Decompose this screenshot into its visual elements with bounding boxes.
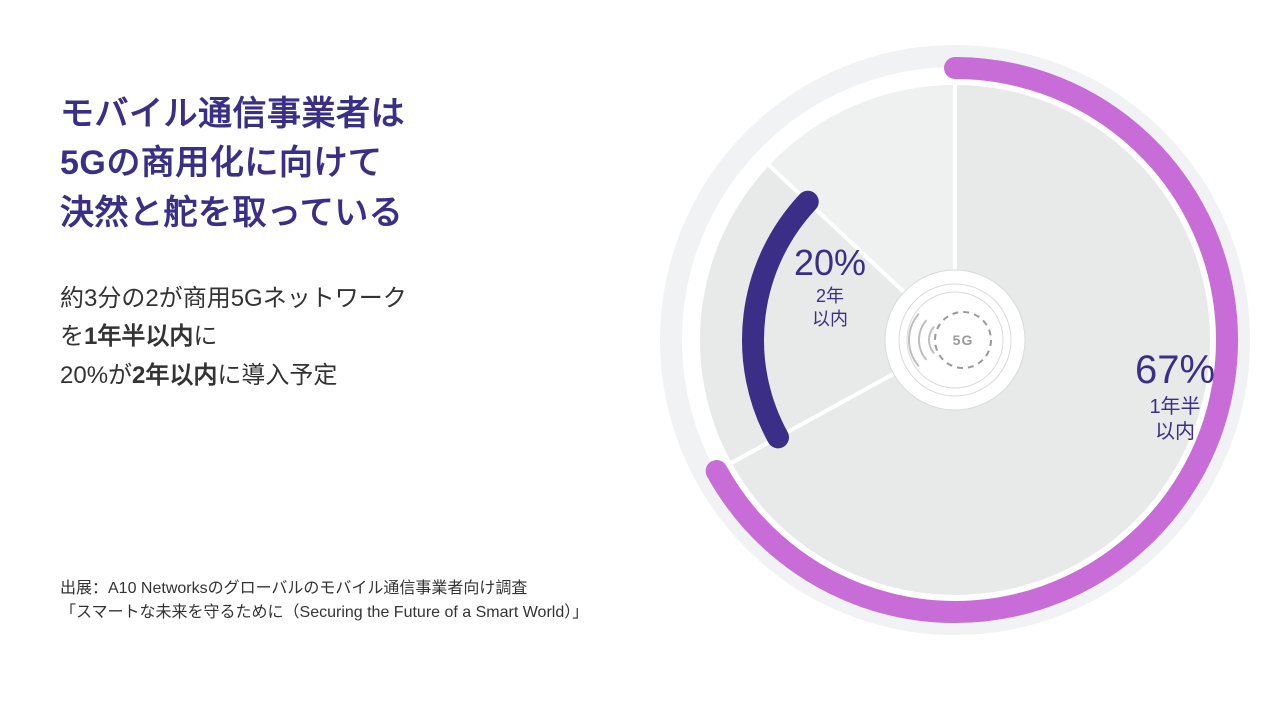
donut-chart: 5G 67% 1年半 以内 20% 2年 以内 — [660, 45, 1250, 635]
body-part-3: に導入予定 — [217, 362, 337, 389]
segment-label-primary: 67% 1年半 以内 — [1115, 345, 1235, 445]
body-bold-2: 2年以内 — [132, 362, 217, 389]
source-line-2: 「スマートな未来を守るために（Securing the Future of a … — [60, 604, 588, 621]
heading-line-2: 5Gの商用化に向けて — [60, 144, 382, 182]
donut-chart-svg: 5G — [660, 45, 1250, 635]
heading-line-3: 決然と舵を取っている — [60, 194, 403, 232]
segment-secondary-caption-1: 2年 — [775, 285, 885, 308]
heading: モバイル通信事業者は 5Gの商用化に向けて 決然と舵を取っている — [60, 90, 405, 238]
body-text: 約3分の2が商用5Gネットワークを1年半以内に20%が2年以内に導入予定 — [60, 280, 407, 395]
heading-line-1: モバイル通信事業者は — [60, 95, 405, 133]
center-5g-label: 5G — [953, 332, 974, 348]
source-citation: 出展：A10 Networksのグローバルのモバイル通信事業者向け調査 「スマー… — [60, 577, 588, 625]
slide-root: モバイル通信事業者は 5Gの商用化に向けて 決然と舵を取っている 約3分の2が商… — [0, 0, 1280, 720]
source-line-1: 出展：A10 Networksのグローバルのモバイル通信事業者向け調査 — [60, 580, 527, 597]
segment-primary-percent: 67% — [1115, 345, 1235, 395]
body-bold-1: 1年半以内 — [84, 323, 193, 350]
segment-primary-caption-2: 以内 — [1115, 420, 1235, 445]
segment-primary-caption-1: 1年半 — [1115, 395, 1235, 420]
segment-label-secondary: 20% 2年 以内 — [775, 240, 885, 330]
segment-secondary-caption-2: 以内 — [775, 308, 885, 331]
segment-secondary-percent: 20% — [775, 240, 885, 285]
